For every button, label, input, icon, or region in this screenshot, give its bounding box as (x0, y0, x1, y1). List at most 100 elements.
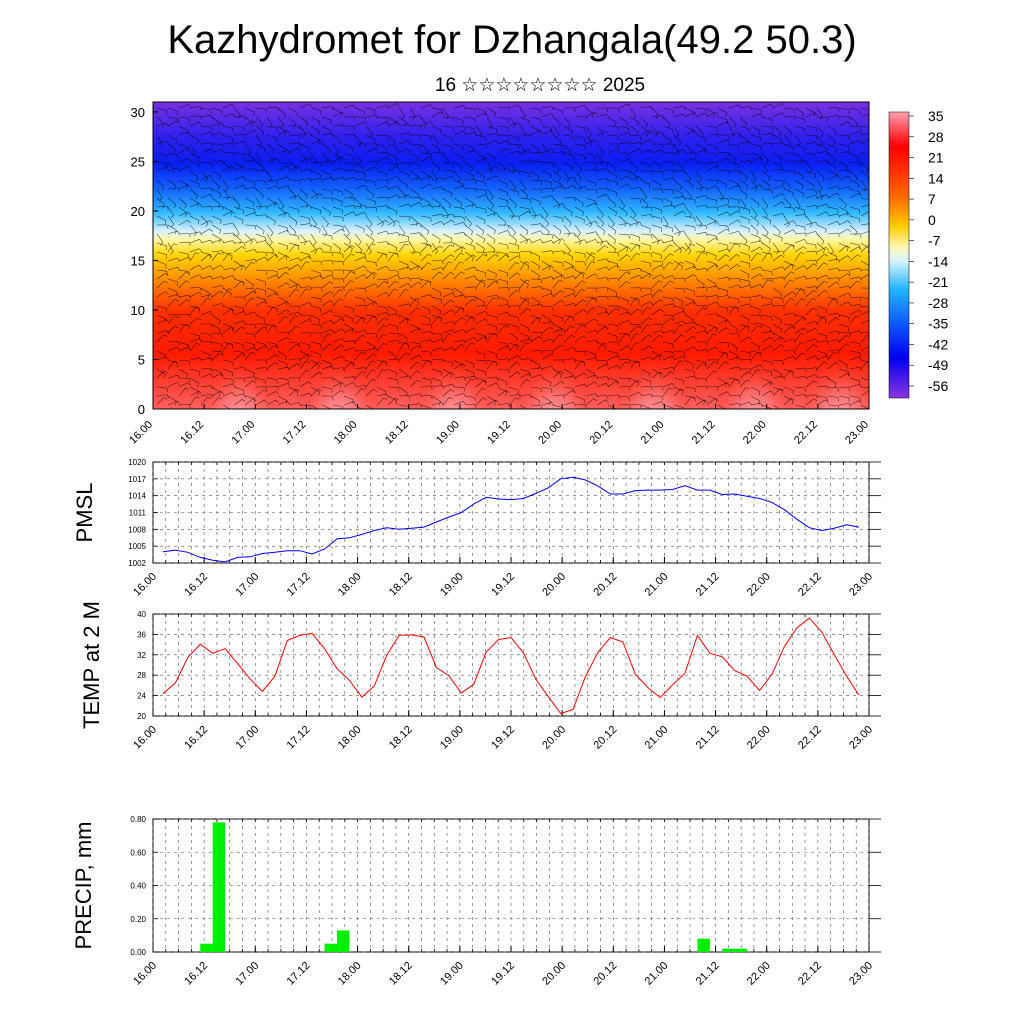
wind-barb (838, 285, 849, 289)
wind-barb (178, 104, 189, 109)
wind-barb (761, 242, 771, 249)
wind-barb (508, 386, 519, 391)
wind-barb (618, 246, 628, 253)
wind-barb (750, 341, 760, 348)
wind-barb-flag (705, 349, 708, 354)
wind-barb-flag (516, 338, 518, 343)
wind-barb-flag (485, 252, 488, 257)
colorbar-label: -14 (928, 253, 948, 269)
wind-barb (442, 329, 453, 334)
wind-barb-flag (556, 169, 560, 174)
wind-barb (365, 125, 373, 134)
wind-barb (860, 296, 869, 300)
wind-barb (673, 179, 682, 187)
wind-barb (508, 314, 519, 318)
wind-barb (662, 134, 672, 141)
wind-barb-flag (405, 288, 410, 292)
wind-barb (310, 341, 321, 345)
wind-barb (211, 397, 219, 406)
wind-barb (475, 350, 486, 356)
wind-barb-flag (373, 302, 375, 307)
wind-barb-flag (199, 338, 202, 342)
wind-barb-flag (335, 152, 339, 156)
x-tick-label: 22.00 (741, 419, 769, 447)
x-tick-label: 19.12 (489, 571, 517, 599)
wind-barb (310, 152, 317, 162)
wind-barb (816, 253, 825, 262)
wind-barb (805, 170, 816, 175)
wind-barb (343, 340, 354, 343)
wind-barb (651, 350, 661, 357)
wind-barb (453, 185, 464, 190)
wind-barb (552, 134, 562, 142)
wind-barb (398, 188, 407, 197)
wind-barb (244, 120, 254, 127)
wind-barb-flag (749, 368, 752, 373)
wind-barb-flag (318, 388, 322, 392)
wind-barb-flag (482, 231, 485, 235)
wind-barb-flag (441, 358, 444, 363)
wind-barb-flag (726, 211, 730, 216)
wind-barb (662, 356, 673, 361)
x-tick-label: 22.12 (792, 419, 820, 447)
wind-barb-flag (815, 221, 818, 226)
wind-barb (794, 298, 802, 307)
wind-barb (739, 170, 748, 179)
wind-barb (277, 282, 287, 289)
wind-barb-flag (232, 383, 235, 388)
wind-barb-flag (297, 165, 301, 170)
wind-barb (651, 197, 662, 200)
wind-barb (222, 267, 233, 271)
wind-barb (673, 161, 684, 167)
wind-barb-flag (251, 261, 256, 265)
x-tick-label: 21.12 (690, 419, 718, 447)
wind-barb-flag (221, 239, 224, 243)
wind-barb (794, 224, 805, 228)
wind-barb-flag (176, 120, 180, 124)
wind-barb-flag (386, 197, 389, 202)
wind-barb-flag (525, 279, 530, 282)
wind-barb (486, 233, 496, 241)
wind-barb-flag (529, 394, 532, 399)
wind-barb (827, 134, 836, 142)
x-tick-label: 20.00 (536, 419, 564, 447)
wind-barb (200, 187, 211, 190)
wind-barb (596, 364, 606, 370)
wind-barb (783, 368, 794, 374)
wind-barb (530, 197, 541, 202)
wind-barb-flag (397, 271, 399, 276)
wind-barb (794, 265, 805, 271)
wind-barb (376, 312, 387, 316)
wind-barb-flag (516, 362, 520, 365)
wind-barb-flag (812, 185, 815, 190)
wind-barb-flag (693, 157, 697, 162)
wind-barb-flag (187, 147, 191, 151)
wind-barb-flag (397, 387, 400, 392)
wind-barb (255, 214, 266, 217)
wind-barb (508, 355, 519, 361)
wind-barb-flag (649, 139, 653, 143)
wind-barb-flag (863, 188, 867, 192)
wind-barb-flag (448, 333, 453, 336)
wind-barb (794, 252, 801, 262)
wind-barb-flag (364, 350, 367, 355)
wind-barb-flag (265, 359, 268, 364)
wind-barb (266, 242, 275, 251)
wind-barb (750, 246, 760, 253)
wind-barb-flag (800, 333, 805, 336)
wind-barb (420, 242, 431, 246)
wind-barb (739, 116, 748, 125)
wind-barb-flag (815, 251, 818, 256)
wind-barb (662, 107, 673, 111)
wind-barb-flag (329, 130, 332, 135)
wind-barb-flag (210, 358, 213, 362)
wind-barb (354, 184, 365, 190)
wind-barb (244, 297, 252, 307)
wind-barb-flag (635, 177, 638, 182)
wind-barb-flag (797, 143, 801, 147)
wind-barb-flag (198, 291, 202, 296)
wind-barb-flag (756, 369, 761, 372)
wind-barb (805, 179, 815, 186)
wind-barb (431, 221, 442, 226)
